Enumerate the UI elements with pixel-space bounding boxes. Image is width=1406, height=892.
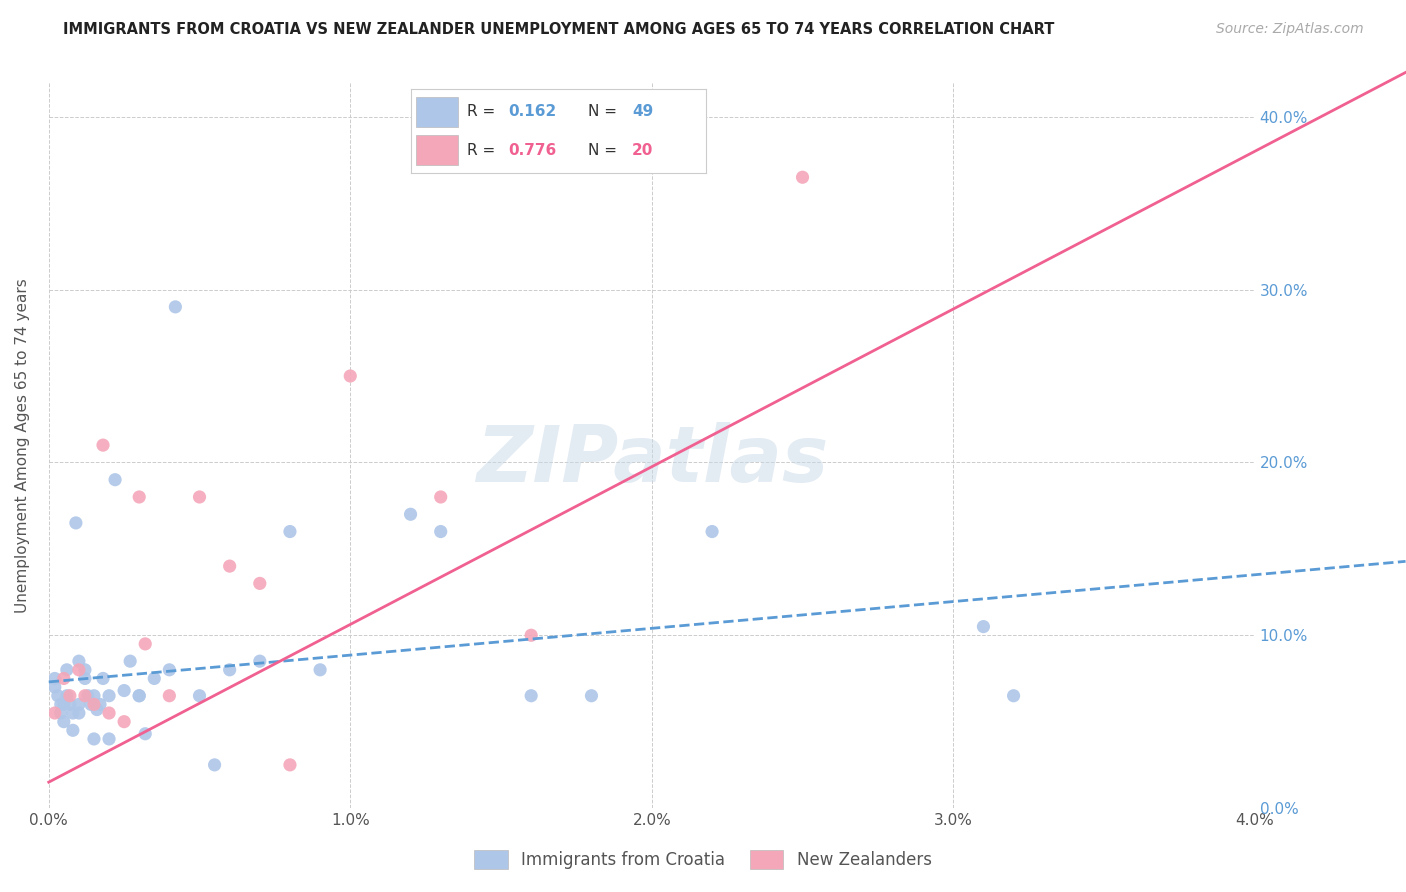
- Point: [52, 698, 75, 712]
- Point: [134, 637, 156, 651]
- Point: [67, 654, 90, 668]
- Point: [429, 524, 451, 539]
- Point: [165, 300, 187, 314]
- Point: [249, 576, 271, 591]
- Point: [104, 473, 127, 487]
- Point: [91, 438, 114, 452]
- Point: [73, 663, 96, 677]
- Point: [80, 698, 103, 712]
- Point: [520, 689, 543, 703]
- Point: [112, 714, 135, 729]
- Point: [59, 698, 82, 712]
- Point: [339, 369, 361, 384]
- Point: [157, 689, 180, 703]
- Point: [67, 706, 90, 720]
- Point: [581, 689, 603, 703]
- Point: [204, 757, 226, 772]
- Point: [120, 654, 142, 668]
- Point: [143, 672, 166, 686]
- Point: [134, 727, 156, 741]
- Text: Source: ZipAtlas.com: Source: ZipAtlas.com: [1216, 22, 1364, 37]
- Point: [49, 698, 72, 712]
- Point: [89, 698, 111, 712]
- Point: [56, 663, 79, 677]
- Point: [429, 490, 451, 504]
- Point: [49, 706, 72, 720]
- Point: [44, 706, 66, 720]
- Point: [44, 680, 66, 694]
- Point: [77, 689, 100, 703]
- Point: [1002, 689, 1025, 703]
- Point: [65, 516, 87, 530]
- Point: [249, 654, 271, 668]
- Y-axis label: Unemployment Among Ages 65 to 74 years: Unemployment Among Ages 65 to 74 years: [15, 277, 30, 613]
- Point: [218, 559, 240, 574]
- Point: [399, 508, 422, 522]
- Point: [218, 663, 240, 677]
- Point: [83, 731, 105, 746]
- Legend: Immigrants from Croatia, New Zealanders: Immigrants from Croatia, New Zealanders: [464, 840, 942, 880]
- Text: IMMIGRANTS FROM CROATIA VS NEW ZEALANDER UNEMPLOYMENT AMONG AGES 65 TO 74 YEARS : IMMIGRANTS FROM CROATIA VS NEW ZEALANDER…: [63, 22, 1054, 37]
- Point: [128, 689, 150, 703]
- Point: [52, 672, 75, 686]
- Point: [128, 689, 150, 703]
- Point: [67, 663, 90, 677]
- Point: [56, 689, 79, 703]
- Point: [98, 689, 121, 703]
- Point: [157, 663, 180, 677]
- Point: [67, 698, 90, 712]
- Point: [128, 490, 150, 504]
- Point: [62, 706, 84, 720]
- Point: [91, 672, 114, 686]
- Point: [792, 170, 814, 185]
- Point: [83, 689, 105, 703]
- Point: [972, 619, 994, 633]
- Point: [112, 683, 135, 698]
- Point: [700, 524, 723, 539]
- Point: [62, 723, 84, 738]
- Point: [83, 698, 105, 712]
- Point: [52, 714, 75, 729]
- Point: [59, 689, 82, 703]
- Text: ZIPatlas: ZIPatlas: [475, 422, 828, 498]
- Point: [98, 731, 121, 746]
- Point: [520, 628, 543, 642]
- Point: [278, 524, 301, 539]
- Point: [46, 689, 69, 703]
- Point: [44, 672, 66, 686]
- Point: [188, 490, 211, 504]
- Point: [73, 672, 96, 686]
- Point: [73, 689, 96, 703]
- Point: [278, 757, 301, 772]
- Point: [98, 706, 121, 720]
- Point: [188, 689, 211, 703]
- Point: [309, 663, 332, 677]
- Point: [86, 702, 108, 716]
